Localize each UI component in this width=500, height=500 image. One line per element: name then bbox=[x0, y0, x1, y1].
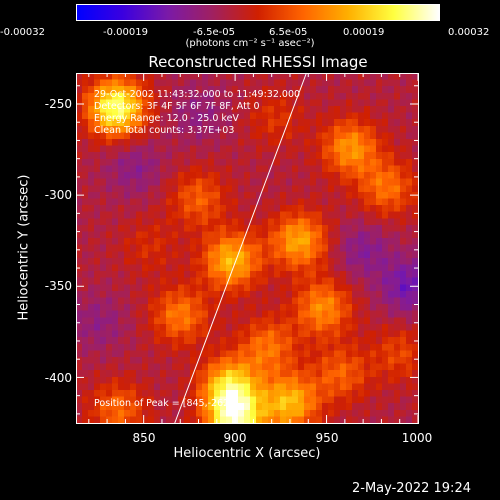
y-tick-label: -300 bbox=[44, 188, 72, 202]
plot-frame bbox=[76, 73, 419, 424]
energy-range-text: Energy Range: 12.0 - 25.0 keV bbox=[94, 113, 239, 124]
x-axis-label: Heliocentric X (arcsec) bbox=[173, 446, 321, 461]
footer-date: 2-May-2022 19:24 bbox=[352, 481, 471, 496]
peak-position-text: Position of Peak = [845,-262] bbox=[94, 398, 233, 409]
colorbar-tick: -6.5e-05 bbox=[193, 27, 235, 38]
colorbar-tick: 0.00019 bbox=[343, 27, 385, 38]
colorbar-tick: 0.00032 bbox=[448, 27, 490, 38]
rhessi-heatmap bbox=[76, 73, 418, 423]
y-tick-label: -250 bbox=[44, 97, 72, 111]
colorbar-units: (photons cm⁻² s⁻¹ asec⁻²) bbox=[185, 38, 315, 49]
colorbar bbox=[76, 4, 440, 21]
solar-limb-line bbox=[174, 72, 307, 424]
x-tick-label: 850 bbox=[132, 431, 156, 445]
x-tick-label: 950 bbox=[315, 431, 339, 445]
colorbar-tick: -0.00019 bbox=[103, 27, 148, 38]
colorbar-tick: -0.00032 bbox=[0, 27, 45, 38]
x-tick-label: 900 bbox=[223, 431, 247, 445]
y-tick-label: -400 bbox=[44, 371, 72, 385]
y-tick-label: -350 bbox=[44, 279, 72, 293]
time-range-text: 29-Oct-2002 11:43:32.000 to 11:49:32.000 bbox=[94, 89, 301, 100]
x-tick-label: 1000 bbox=[401, 431, 433, 445]
chart-title: Reconstructed RHESSI Image bbox=[148, 53, 368, 71]
colorbar-tick: 6.5e-05 bbox=[269, 27, 308, 38]
counts-text: Clean Total counts: 3.37E+03 bbox=[94, 125, 235, 136]
y-axis-label: Heliocentric Y (arcsec) bbox=[16, 174, 32, 321]
detectors-text: Detectors: 3F 4F 5F 6F 7F 8F, Att 0 bbox=[94, 101, 260, 112]
